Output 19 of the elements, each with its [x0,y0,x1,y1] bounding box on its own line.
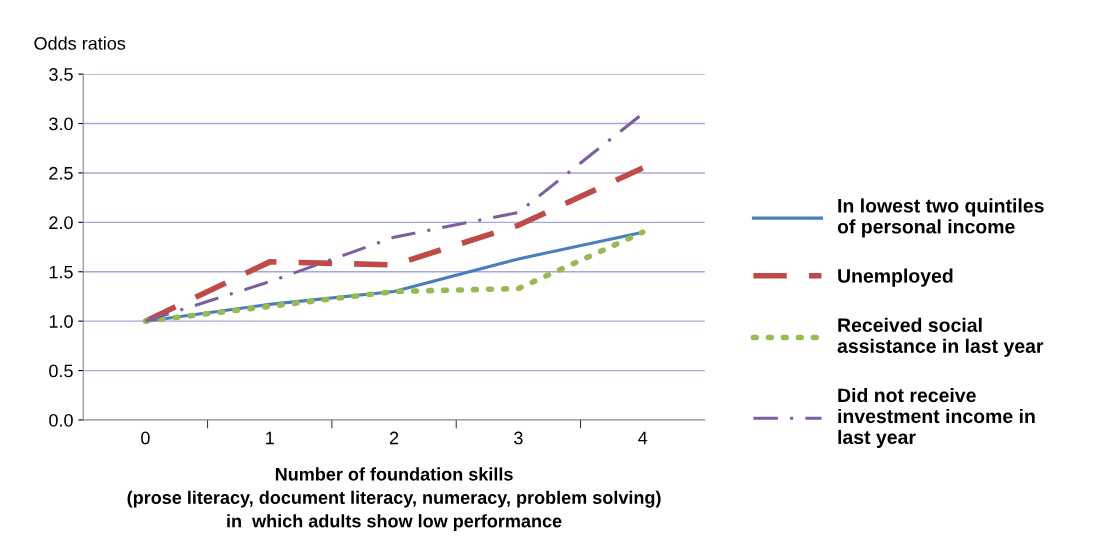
x-tick-label: 1 [266,431,274,445]
y-tick-label: 1.5 [49,265,73,279]
y-tick-label: 0.0 [49,413,73,427]
legend-label: In lowest two quintiles of personal income [837,198,1044,238]
legend-label: Received social assistance in last year [837,317,1044,357]
y-tick-label: 0.5 [49,364,73,378]
legend-label: Unemployed [838,268,953,287]
y-tick-label: 3.5 [49,68,73,81]
legend-label: Did not receive investment income in last year [838,387,1035,448]
x-tick-label: 2 [389,431,399,445]
y-axis-title: Odds ratios [34,36,126,50]
x-axis-title: Number of foundation skills (prose literacy, document literacy, numeracy, problem solving) in which adults show low performance [127,467,661,532]
x-tick-label: 4 [638,431,648,445]
x-tick-label: 3 [514,431,523,445]
y-tick-label: 3.0 [49,117,73,131]
x-tick-label: 0 [141,431,150,445]
y-tick-label: 2.5 [49,166,73,180]
y-tick-label: 1.0 [49,315,73,328]
y-tick-label: 2.0 [49,216,73,230]
